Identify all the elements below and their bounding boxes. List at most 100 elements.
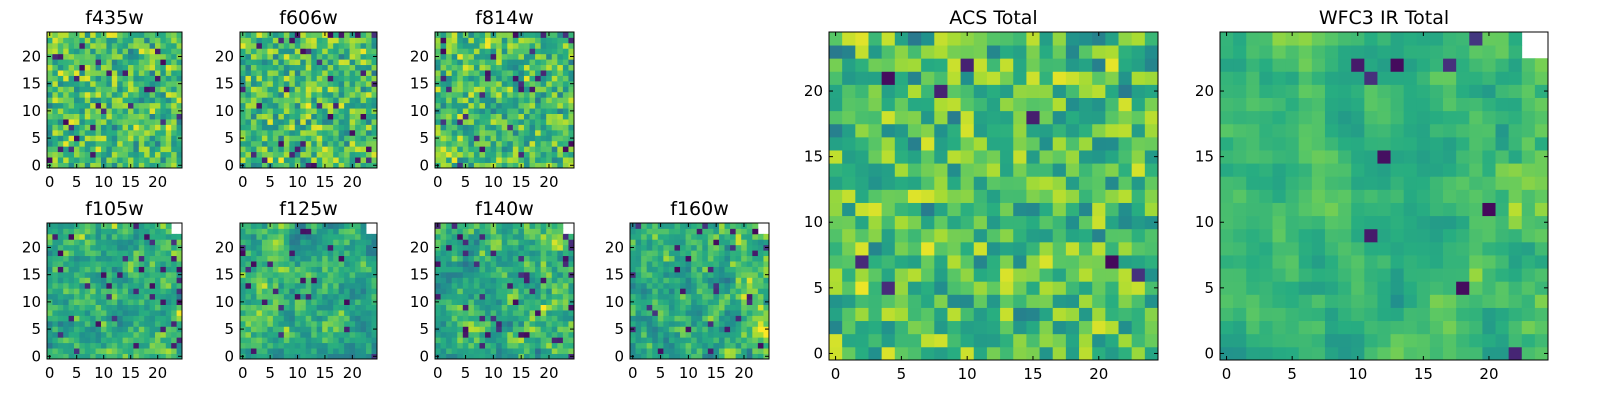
heatmap-cell <box>305 59 312 66</box>
heatmap-cell <box>155 119 161 125</box>
heatmap-cell <box>696 233 703 240</box>
heatmap-cell <box>95 342 102 349</box>
heatmap-cell <box>479 223 486 229</box>
heatmap-cell <box>289 64 296 71</box>
heatmap-cell <box>256 80 263 87</box>
heatmap-cell <box>1052 176 1067 190</box>
heatmap-cell <box>685 261 692 267</box>
heatmap-cell <box>267 277 274 284</box>
heatmap-cell <box>973 215 988 230</box>
heatmap-cell <box>540 91 547 98</box>
heatmap-cell <box>507 244 514 251</box>
heatmap-cell <box>507 42 514 49</box>
heatmap-cell <box>657 315 664 322</box>
heatmap-cell <box>322 315 329 322</box>
heatmap-cell <box>842 241 856 256</box>
heatmap-cell <box>457 42 464 49</box>
heatmap-cell <box>52 135 59 142</box>
heatmap-cell <box>333 315 340 322</box>
heatmap-cell <box>551 91 558 98</box>
heatmap-cell <box>68 140 75 147</box>
heatmap-cell <box>557 271 564 278</box>
heatmap-cell <box>557 353 564 360</box>
x-tick-label: 10 <box>288 364 307 382</box>
heatmap-cell <box>440 277 447 284</box>
heatmap-cell <box>90 304 96 311</box>
heatmap-cell <box>171 140 177 147</box>
heatmap-cell <box>245 146 252 153</box>
heatmap-cell <box>1000 189 1014 203</box>
heatmap-cell <box>74 91 80 98</box>
heatmap-cell <box>300 261 307 267</box>
heatmap-cell <box>84 97 91 104</box>
heatmap-cell <box>485 124 491 131</box>
heatmap-cell <box>468 140 475 147</box>
heatmap-cell <box>101 271 107 278</box>
heatmap-cell <box>333 59 340 66</box>
heatmap-cell <box>283 59 290 66</box>
heatmap-cell <box>267 331 274 338</box>
heatmap-cell <box>52 86 59 93</box>
heatmap-cell <box>468 282 475 289</box>
heatmap-cell <box>757 239 764 246</box>
heatmap-cell <box>440 288 447 295</box>
heatmap-cell <box>713 337 720 344</box>
heatmap-cell <box>518 293 525 300</box>
heatmap-cell <box>95 250 102 257</box>
heatmap-cell <box>338 124 345 131</box>
heatmap-cell <box>1065 189 1080 203</box>
heatmap-cell <box>518 282 525 289</box>
heatmap-cell <box>74 331 80 338</box>
heatmap-cell <box>1079 215 1093 230</box>
heatmap-cell <box>171 86 177 93</box>
heatmap-cell <box>245 315 252 322</box>
heatmap-cell <box>63 75 69 82</box>
heatmap-cell <box>256 326 263 333</box>
heatmap-cell <box>106 113 113 120</box>
heatmap-cell <box>171 48 177 55</box>
heatmap-cell <box>338 162 345 169</box>
heatmap-cell <box>261 97 268 104</box>
heatmap-cell <box>294 239 301 246</box>
heatmap-cell <box>344 146 350 153</box>
heatmap-cell <box>283 91 290 98</box>
heatmap-cell <box>855 189 869 203</box>
heatmap-cell <box>311 102 318 109</box>
heatmap-cell <box>934 228 948 243</box>
heatmap-cell <box>947 255 961 269</box>
heatmap-cell <box>322 304 329 311</box>
heatmap-cell <box>724 282 731 289</box>
heatmap-cell <box>84 326 91 333</box>
heatmap-cell <box>529 271 536 278</box>
heatmap-cell <box>283 348 290 354</box>
heatmap-cell <box>496 250 503 257</box>
heatmap-cell <box>674 304 681 311</box>
heatmap-cell <box>106 91 113 98</box>
heatmap-cell <box>551 255 558 262</box>
heatmap-cell <box>289 135 296 142</box>
heatmap-cell <box>106 129 113 136</box>
heatmap-cell <box>440 91 447 98</box>
heatmap-cell <box>84 80 91 87</box>
heatmap-cell <box>349 119 356 125</box>
heatmap-cell <box>122 223 129 229</box>
heatmap-cell <box>63 261 69 267</box>
heatmap-cell <box>551 353 558 360</box>
heatmap-cell <box>501 119 508 125</box>
heatmap-cell <box>256 255 263 262</box>
heatmap-cell <box>84 342 91 349</box>
heatmap-cell <box>305 320 312 327</box>
heatmap-cell <box>90 124 96 131</box>
heatmap-cell <box>316 32 323 38</box>
heatmap-cell <box>176 119 183 125</box>
heatmap-cell <box>1092 215 1106 230</box>
heatmap-cell <box>344 162 350 169</box>
heatmap-cell <box>79 140 86 147</box>
heatmap-cell <box>512 282 519 289</box>
heatmap-cell <box>507 124 514 131</box>
heatmap-cell <box>663 337 670 344</box>
heatmap-cell <box>272 255 279 262</box>
heatmap-cell <box>529 244 536 251</box>
heatmap-cell <box>473 239 480 246</box>
heatmap-cell <box>855 346 869 361</box>
